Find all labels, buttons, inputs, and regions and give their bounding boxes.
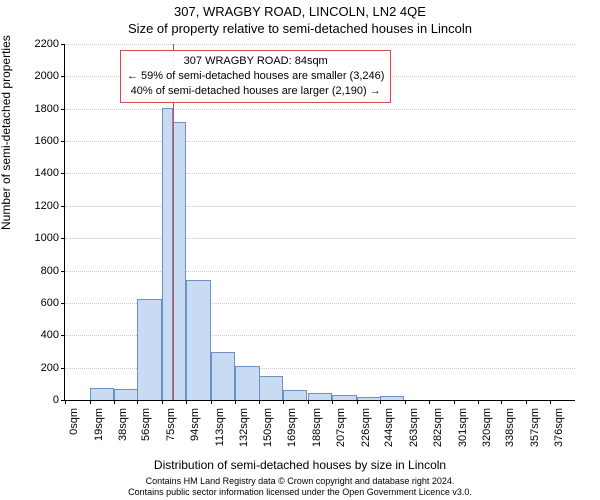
histogram-bar (211, 352, 235, 400)
grid-line (65, 173, 575, 174)
info-line-3: 40% of semi-detached houses are larger (… (127, 84, 384, 99)
y-tick-label: 800 (41, 265, 59, 277)
y-tick-label: 1400 (35, 167, 59, 179)
x-tick-mark (501, 400, 502, 404)
x-tick-label: 244sqm (383, 408, 395, 458)
y-tick-label: 2000 (35, 70, 59, 82)
y-axis-label: Number of semi-detached properties (0, 35, 13, 230)
chart-container: 307, WRAGBY ROAD, LINCOLN, LN2 4QE Size … (0, 0, 600, 500)
x-tick-label: 169sqm (286, 408, 298, 458)
x-tick-mark (235, 400, 236, 404)
x-tick-mark (259, 400, 260, 404)
y-tick-mark (61, 271, 65, 272)
footer-line-2: Contains public sector information licen… (0, 487, 600, 498)
histogram-bar (235, 366, 259, 400)
grid-line (65, 141, 575, 142)
x-tick-label: 56sqm (140, 408, 152, 458)
x-tick-label: 301sqm (457, 408, 469, 458)
x-tick-label: 94sqm (189, 408, 201, 458)
x-tick-mark (137, 400, 138, 404)
histogram-bar (308, 393, 332, 400)
x-tick-label: 113sqm (214, 408, 226, 458)
x-tick-label: 320sqm (481, 408, 493, 458)
x-tick-label: 150sqm (262, 408, 274, 458)
y-tick-label: 200 (41, 362, 59, 374)
x-tick-label: 0sqm (68, 408, 80, 458)
y-tick-label: 1600 (35, 135, 59, 147)
histogram-bar (283, 390, 307, 400)
histogram-bar (162, 108, 174, 400)
info-line-1: 307 WRAGBY ROAD: 84sqm (127, 54, 384, 69)
x-tick-label: 282sqm (432, 408, 444, 458)
x-tick-mark (114, 400, 115, 404)
grid-line (65, 44, 575, 45)
y-tick-mark (61, 238, 65, 239)
x-tick-mark (526, 400, 527, 404)
grid-line (65, 271, 575, 272)
histogram-bar (380, 396, 404, 400)
y-tick-label: 2200 (35, 38, 59, 50)
x-tick-mark (332, 400, 333, 404)
y-tick-mark (61, 141, 65, 142)
footer-attribution: Contains HM Land Registry data © Crown c… (0, 476, 600, 498)
x-tick-mark (308, 400, 309, 404)
histogram-bar (114, 389, 138, 400)
x-tick-mark (65, 400, 66, 404)
x-tick-mark (90, 400, 91, 404)
x-tick-mark (454, 400, 455, 404)
y-tick-mark (61, 173, 65, 174)
y-tick-label: 1800 (35, 103, 59, 115)
y-tick-mark (61, 44, 65, 45)
x-tick-mark (357, 400, 358, 404)
grid-line (65, 238, 575, 239)
footer-line-1: Contains HM Land Registry data © Crown c… (0, 476, 600, 487)
y-tick-label: 1000 (35, 232, 59, 244)
histogram-bar (259, 376, 283, 400)
histogram-bar (332, 395, 356, 400)
x-tick-mark (550, 400, 551, 404)
x-tick-label: 132sqm (238, 408, 250, 458)
x-tick-label: 357sqm (529, 408, 541, 458)
x-tick-mark (283, 400, 284, 404)
x-tick-label: 207sqm (335, 408, 347, 458)
x-tick-mark (380, 400, 381, 404)
x-tick-label: 263sqm (408, 408, 420, 458)
x-tick-mark (211, 400, 212, 404)
grid-line (65, 206, 575, 207)
chart-title-main: 307, WRAGBY ROAD, LINCOLN, LN2 4QE (0, 4, 600, 19)
y-tick-mark (61, 206, 65, 207)
x-tick-label: 188sqm (311, 408, 323, 458)
x-tick-label: 226sqm (360, 408, 372, 458)
x-tick-label: 19sqm (93, 408, 105, 458)
x-tick-label: 75sqm (165, 408, 177, 458)
histogram-bar (186, 280, 210, 400)
chart-title-sub: Size of property relative to semi-detach… (0, 21, 600, 36)
info-line-2: ← 59% of semi-detached houses are smalle… (127, 69, 384, 84)
y-tick-label: 0 (53, 394, 59, 406)
histogram-bar (137, 299, 161, 400)
y-tick-label: 1200 (35, 200, 59, 212)
y-tick-label: 400 (41, 329, 59, 341)
y-tick-label: 600 (41, 297, 59, 309)
x-tick-mark (162, 400, 163, 404)
histogram-bar (90, 388, 114, 400)
grid-line (65, 109, 575, 110)
y-tick-mark (61, 368, 65, 369)
histogram-bar (173, 122, 186, 400)
y-tick-mark (61, 109, 65, 110)
y-tick-mark (61, 335, 65, 336)
x-tick-mark (429, 400, 430, 404)
x-tick-mark (186, 400, 187, 404)
x-tick-label: 376sqm (553, 408, 565, 458)
x-tick-label: 38sqm (117, 408, 129, 458)
x-tick-label: 338sqm (504, 408, 516, 458)
x-tick-mark (405, 400, 406, 404)
x-axis-label: Distribution of semi-detached houses by … (0, 458, 600, 472)
y-tick-mark (61, 303, 65, 304)
x-tick-mark (478, 400, 479, 404)
info-box: 307 WRAGBY ROAD: 84sqm← 59% of semi-deta… (120, 50, 391, 103)
histogram-bar (357, 397, 381, 400)
y-tick-mark (61, 76, 65, 77)
